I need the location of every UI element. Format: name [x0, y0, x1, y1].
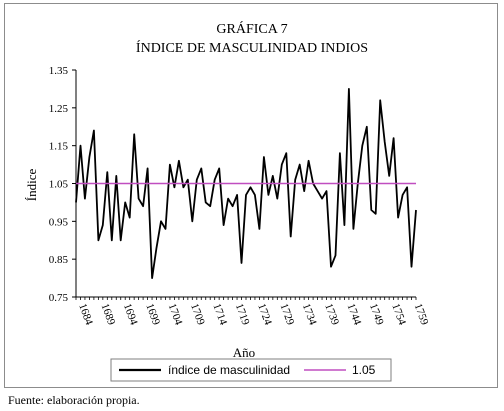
x-tick-label: 1724: [255, 302, 274, 327]
chart-subtitle: ÍNDICE DE MASCULINIDAD INDIOS: [136, 39, 368, 56]
y-axis-ticks: 0.75 0.85 0.95 1.05 1.15 1.25 1.35: [49, 65, 76, 304]
x-tick-label: 1689: [99, 302, 118, 327]
y-tick-label: 0.75: [49, 292, 69, 304]
x-tick-label: 1719: [233, 302, 252, 327]
x-tick-label: 1749: [367, 302, 386, 327]
y-axis-label: Índice: [24, 169, 39, 202]
chart-frame: [4, 3, 498, 388]
y-tick-label: 1.25: [49, 103, 69, 115]
y-tick-label: 0.95: [49, 216, 69, 228]
y-tick-label: 1.05: [49, 179, 69, 191]
x-tick-label: 1754: [389, 302, 408, 327]
x-tick-label: 1739: [322, 302, 341, 327]
series-line-0: [75, 88, 417, 280]
x-tick-label: 1704: [166, 302, 185, 327]
x-tick-label: 1759: [412, 302, 431, 327]
x-tick-label: 1699: [143, 302, 162, 327]
x-tick-label: 1714: [210, 302, 229, 327]
x-tick-label: 1729: [277, 302, 296, 327]
x-tick-label: 1734: [300, 302, 319, 327]
legend-label-series-0: índice de masculinidad: [168, 363, 290, 377]
x-tick-label: 1694: [121, 302, 140, 327]
source-note: Fuente: elaboración propia.: [8, 393, 140, 407]
y-tick-label: 1.35: [49, 65, 69, 77]
x-axis-ticks: 1684 1689 1694 1699 1704 1709 1714 1719 1724 1729…: [75, 297, 431, 327]
legend-box: [110, 358, 392, 382]
series-group: [75, 88, 417, 280]
x-tick-label: 1684: [76, 302, 95, 327]
x-tick-label: 1744: [345, 302, 364, 327]
y-tick-label: 0.85: [49, 254, 69, 266]
chart-title: GRÁFICA 7: [216, 20, 287, 37]
legend-label-series-1: 1.05: [352, 363, 376, 377]
legend: índice de masculinidad 1.05: [110, 358, 392, 382]
y-tick-label: 1.15: [49, 141, 69, 153]
x-tick-label: 1709: [188, 302, 207, 327]
x-axis-label: Año: [233, 345, 255, 360]
